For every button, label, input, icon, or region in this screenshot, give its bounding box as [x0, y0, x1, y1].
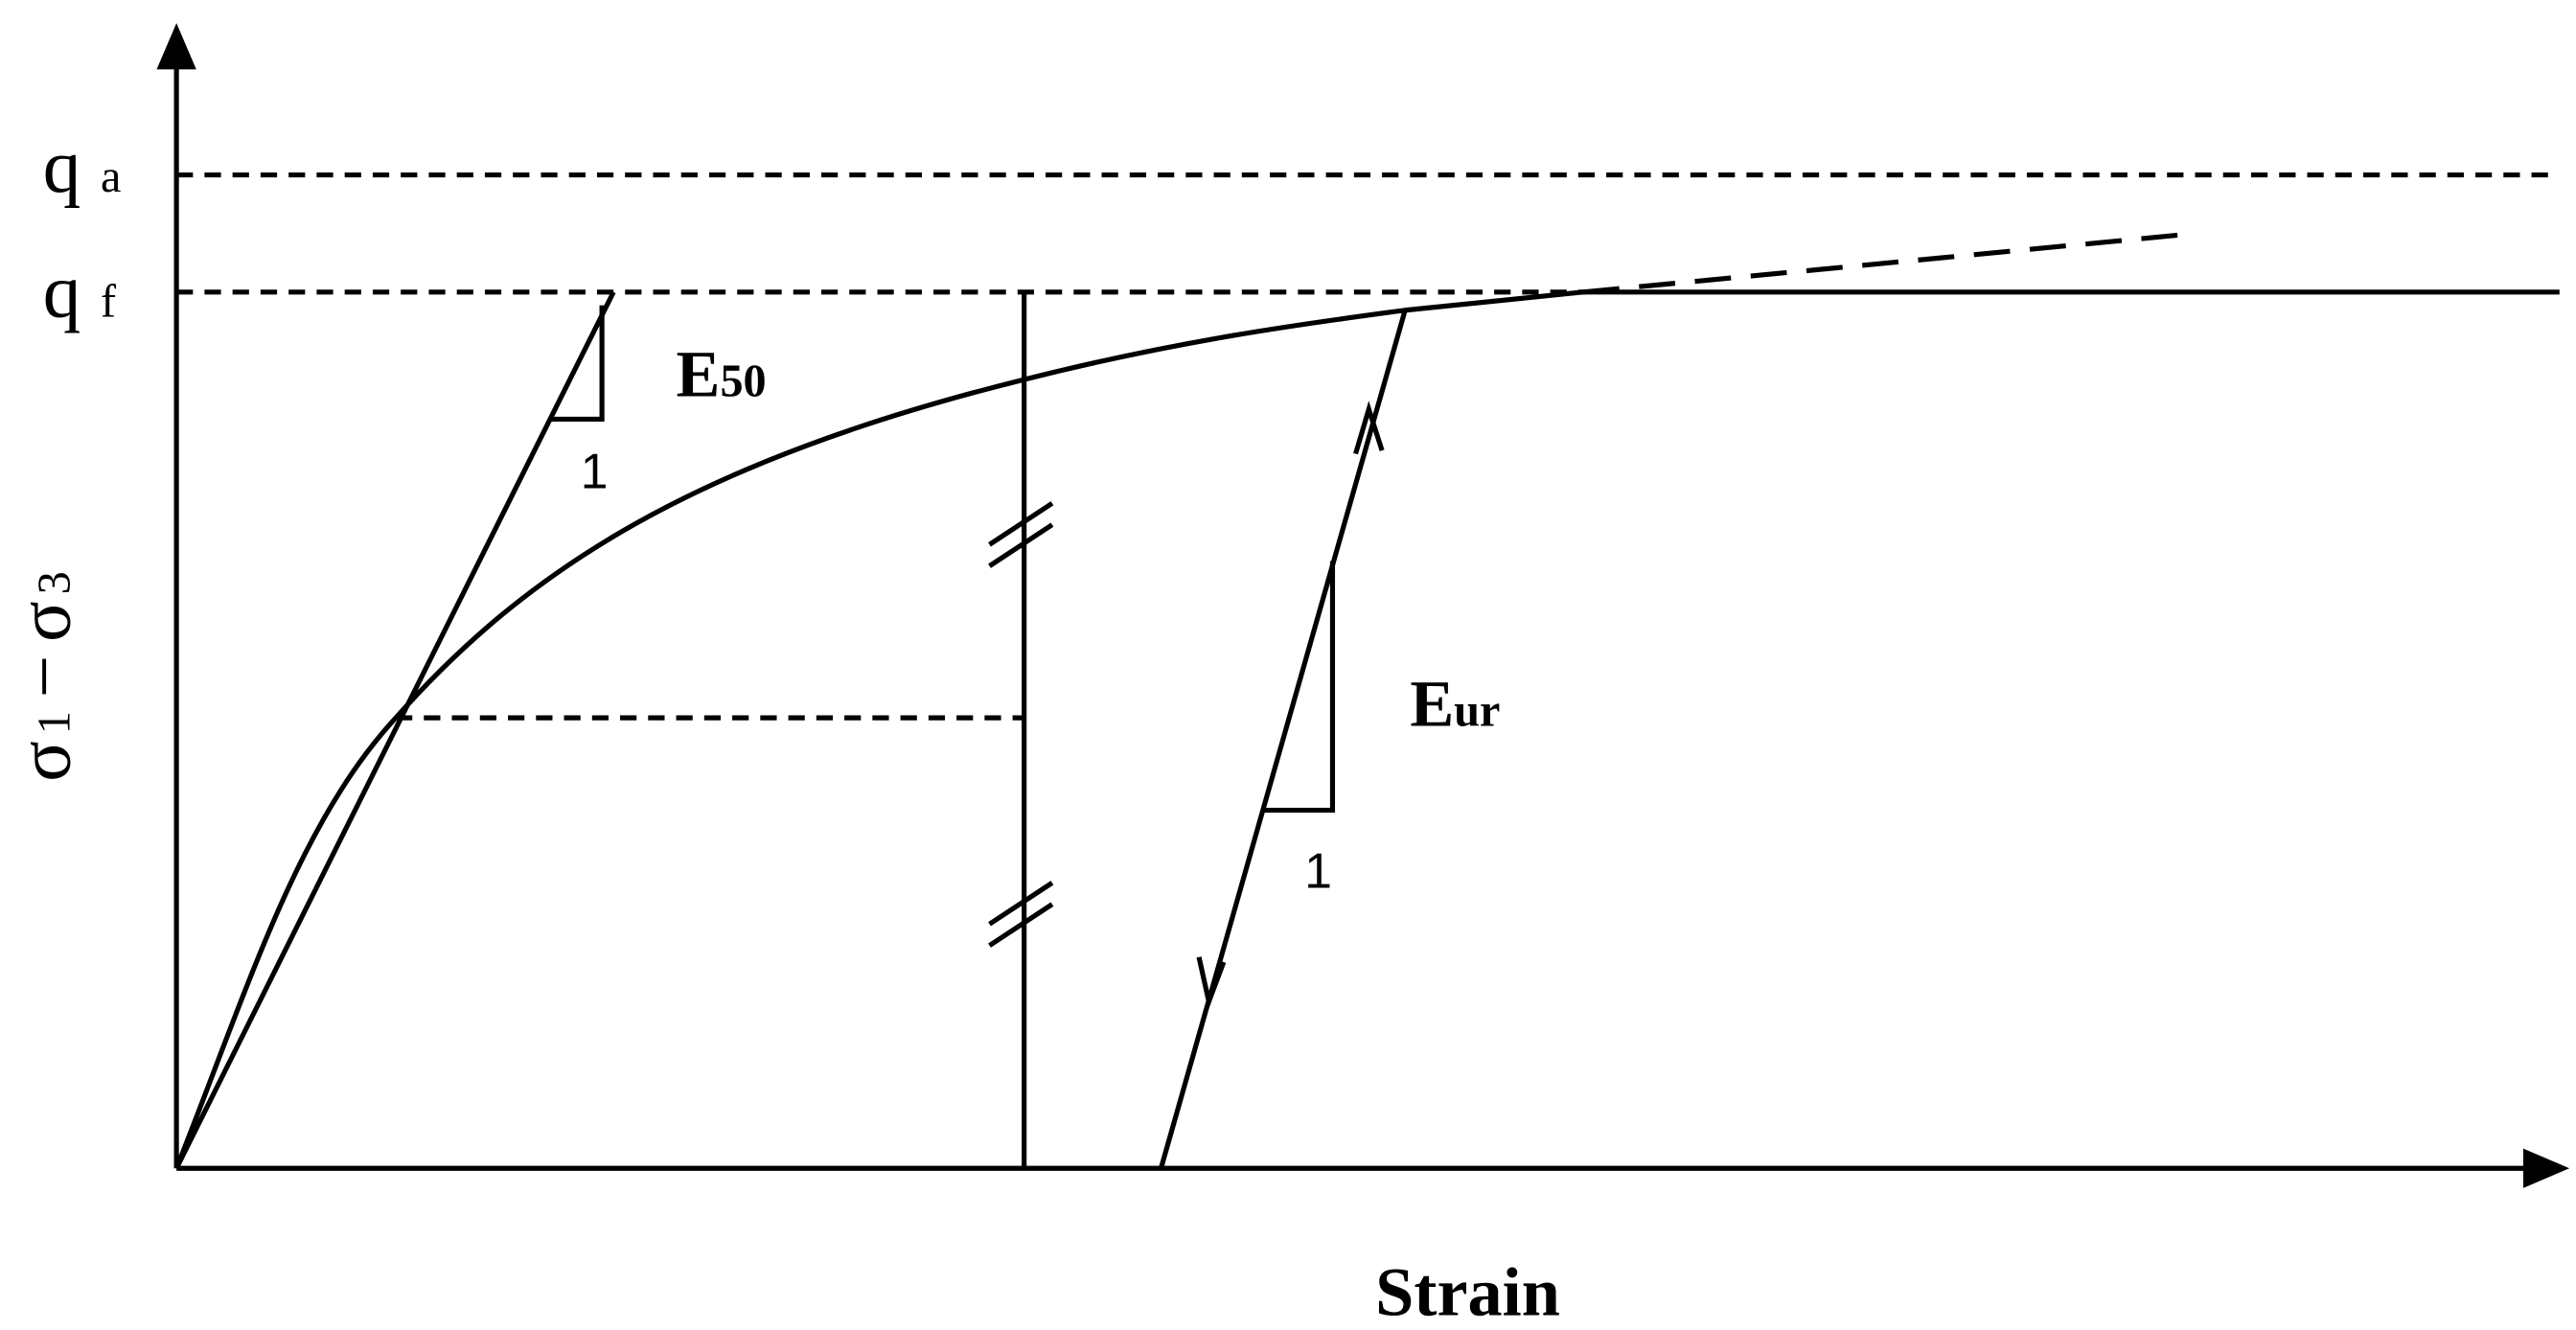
qa-symbol: q	[43, 125, 81, 209]
e50-run: 1	[581, 444, 609, 499]
qf-subscript: f	[101, 277, 117, 328]
eur-label: Eur	[1410, 668, 1500, 741]
load-arrow	[1353, 401, 1385, 455]
y-sub-3: 3	[29, 571, 80, 594]
asymptote	[1582, 231, 2188, 295]
e50-line	[173, 290, 616, 1170]
unload-arrow	[1196, 956, 1227, 1011]
x-arrow	[2522, 1148, 2570, 1188]
y-axis-label: σ 1 − σ 3	[2, 571, 86, 782]
e50-symbol: E	[677, 337, 721, 410]
eur-symbol: E	[1410, 668, 1454, 741]
y-minus: −	[2, 655, 86, 699]
y-arrow	[156, 23, 196, 70]
break-mark	[988, 522, 1054, 568]
eur-line	[1159, 310, 1408, 1169]
x-axis-label: Strain	[1375, 1253, 1560, 1330]
y-sigma-1: σ	[2, 741, 86, 782]
e50-label: E50	[677, 337, 767, 410]
break-mark	[988, 902, 1054, 948]
qa-subscript: a	[101, 151, 121, 202]
eur-subscript: ur	[1454, 686, 1500, 737]
stress-strain-curve	[173, 289, 1584, 1170]
y-sub-1: 1	[29, 711, 80, 734]
eur-triangle	[1261, 561, 1336, 814]
e50-subscript: 50	[720, 355, 766, 406]
y-sigma-3: σ	[2, 601, 86, 642]
break-mark	[988, 501, 1054, 547]
eur-run: 1	[1304, 842, 1332, 898]
e50-triangle	[549, 305, 605, 422]
break-mark	[988, 881, 1054, 927]
qf-symbol: q	[43, 250, 81, 334]
